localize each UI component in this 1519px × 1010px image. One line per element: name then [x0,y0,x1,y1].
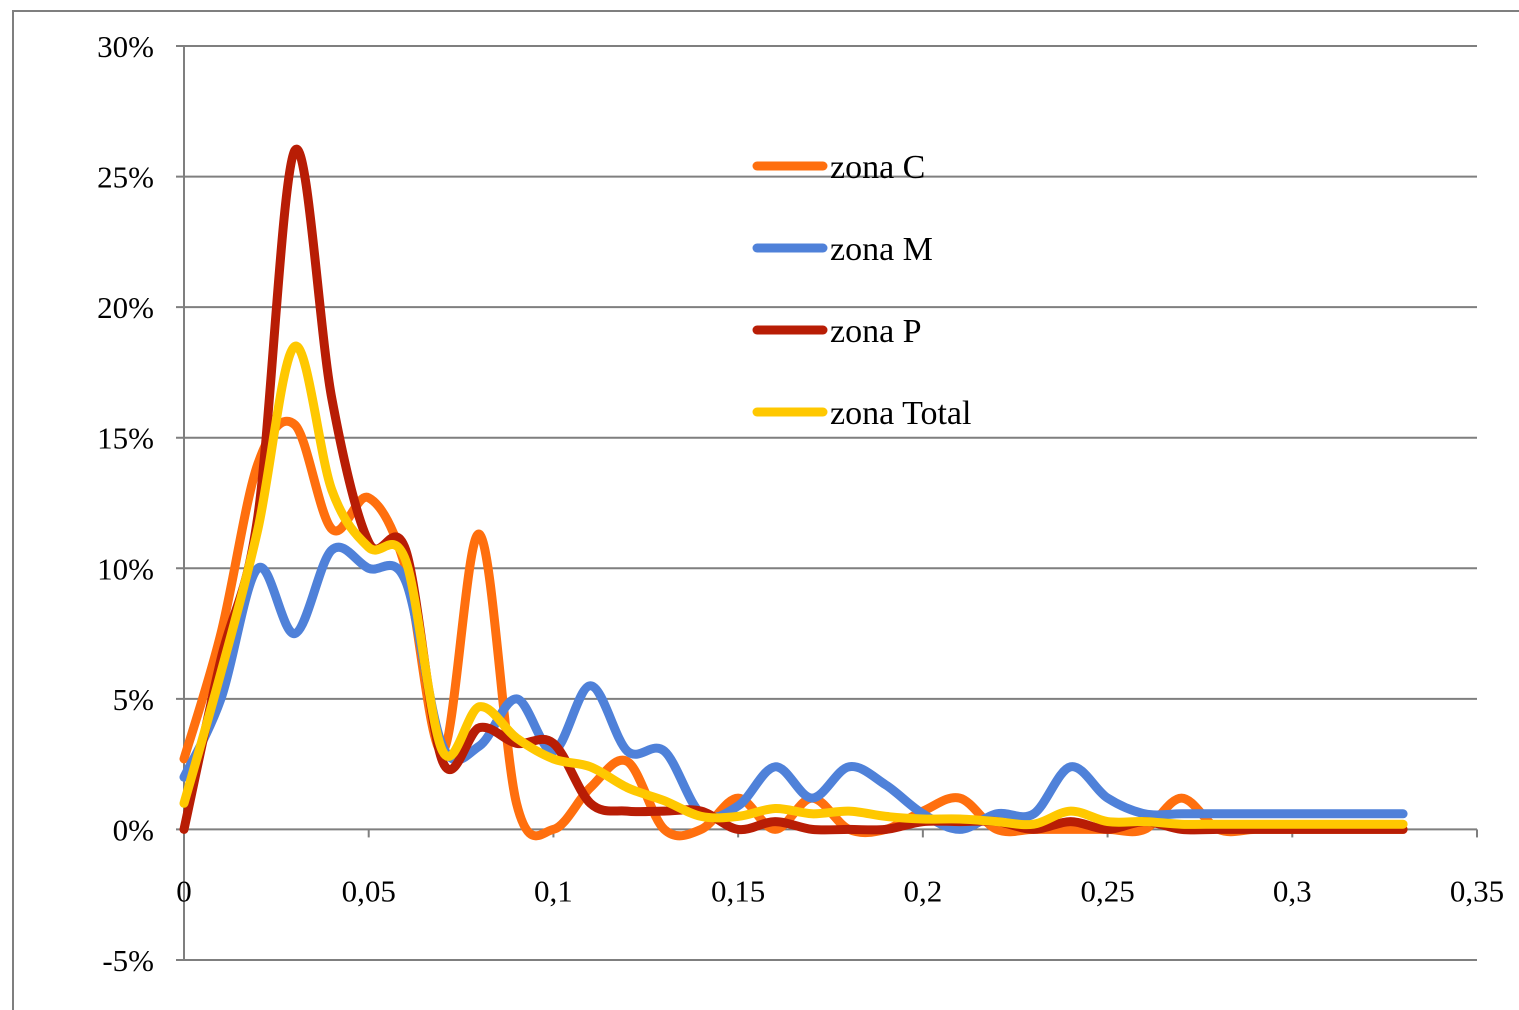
chart-frame [12,10,1519,1010]
y-tick-label: 10% [97,551,154,586]
x-tick-label: 0,25 [1080,873,1134,908]
y-tick-label: 15% [97,421,154,456]
x-tick-label: 0,35 [1450,873,1504,908]
series-line-zona-m [179,542,1408,834]
x-tick-label: 0,2 [903,873,942,908]
legend: zona C zona M zona P zona Total [752,149,971,432]
legend-label-zona-p: zona P [830,313,922,350]
axes: -5% 0% 5% 10% 15% 20% 25% 30% 0 0,05 0,1 0,15 0,2 0,2… [97,29,1504,978]
x-tick-label: 0,05 [342,873,396,908]
x-tick-label: 0 [176,873,192,908]
y-tick-label: 20% [97,290,154,325]
legend-label-zona-c: zona C [830,149,925,186]
legend-label-zona-total: zona Total [830,395,971,432]
x-tick-label: 0,3 [1273,873,1312,908]
y-tick-label: 25% [97,160,154,195]
series-line-zona-total [179,341,1408,830]
x-tick-label: 0,15 [711,873,765,908]
y-tick-label: 0% [113,812,154,847]
y-tick-label: 5% [113,682,154,717]
x-tick-label: 0,1 [534,873,573,908]
series-lines [179,144,1408,841]
y-tick-label: 30% [97,29,154,64]
legend-label-zona-m: zona M [830,231,933,268]
series-line-zona-c [179,416,1408,841]
y-tick-label: -5% [102,943,154,978]
